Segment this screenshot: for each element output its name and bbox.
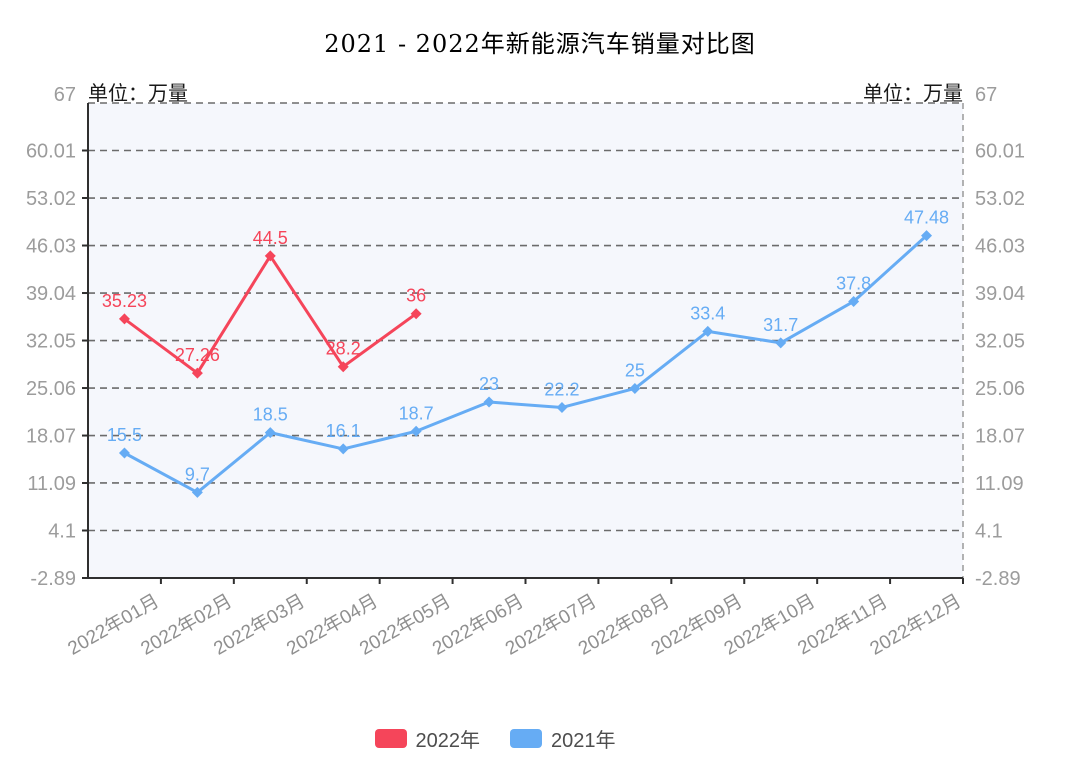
plot-root: 67 67 60.01 60.01 53.02 53.02 46.03 46.03 39.04 3… (26, 84, 1025, 660)
y-axis-label-right: 25.06 (975, 378, 1025, 400)
y-axis-label-left: 46.03 (26, 236, 76, 258)
data-point-marker[interactable] (191, 367, 203, 379)
data-point-marker[interactable] (337, 361, 349, 373)
data-point-label: 31.7 (763, 315, 798, 335)
y-axis-label-right: 18.07 (975, 426, 1025, 448)
legend-swatch-2022-icon (374, 729, 407, 748)
y-axis-label-left: 11.09 (27, 473, 76, 495)
y-axis-label-left: 4.1 (48, 520, 76, 542)
data-point-marker[interactable] (118, 313, 130, 325)
y-axis-label-left: 53.02 (26, 188, 76, 210)
y-axis-label-right: 53.02 (975, 188, 1025, 210)
data-point-label: 18.7 (399, 403, 434, 423)
y-axis-label-right: 11.09 (975, 473, 1024, 495)
data-point-label: 9.7 (185, 464, 210, 484)
y-axis-label-right: 67 (975, 84, 997, 106)
legend-item-2021[interactable]: 2021年 (510, 724, 616, 753)
data-point-marker[interactable] (118, 447, 130, 459)
y-axis-label-right: 32.05 (975, 331, 1025, 353)
data-point-label: 44.5 (253, 228, 288, 248)
chart-title: 2021 - 2022年新能源汽车销量对比图 (324, 30, 756, 58)
data-point-label: 15.5 (107, 425, 142, 445)
legend-item-2022[interactable]: 2022年 (374, 724, 481, 753)
y-axis-label-left: 25.06 (26, 378, 76, 400)
legend-swatch-2021-icon (510, 729, 542, 748)
data-point-label: 22.2 (544, 379, 579, 399)
unit-label-right: 单位：万量 (863, 82, 963, 105)
data-point-marker[interactable] (775, 337, 787, 349)
data-point-label: 25 (625, 360, 645, 380)
y-axis-label-left: -2.89 (30, 568, 76, 590)
data-point-label: 33.4 (690, 303, 725, 323)
y-axis-label-right: -2.89 (975, 568, 1021, 590)
unit-label-left: 单位：万量 (88, 82, 188, 105)
data-point-marker[interactable] (337, 443, 349, 455)
y-axis-label-left: 39.04 (26, 283, 76, 305)
data-point-marker[interactable] (410, 425, 422, 437)
y-axis-label-right: 39.04 (975, 283, 1025, 305)
data-point-label: 36 (406, 286, 426, 306)
y-axis-label-left: 18.07 (26, 426, 76, 448)
y-axis-label-right: 46.03 (975, 236, 1025, 258)
data-point-label: 16.1 (326, 421, 361, 441)
legend-label-2021: 2021年 (551, 730, 616, 752)
data-point-marker[interactable] (921, 230, 933, 242)
data-point-marker[interactable] (848, 295, 860, 307)
data-point-label: 37.8 (836, 273, 871, 293)
data-point-marker[interactable] (629, 382, 641, 394)
y-axis-label-right: 4.1 (975, 520, 1003, 542)
series-line-2021年 (122, 234, 929, 494)
data-point-label: 28.2 (326, 339, 361, 359)
legend-label-2022: 2022年 (415, 730, 481, 752)
data-point-label: 18.5 (253, 405, 288, 425)
data-point-label: 47.48 (904, 208, 949, 228)
data-point-marker[interactable] (410, 308, 422, 320)
sales-comparison-line-chart: 单位：万量 单位：万量 67 67 60.01 60.01 53.02 53.02 46.0… (26, 82, 1025, 660)
data-point-marker[interactable] (191, 486, 203, 498)
data-point-marker[interactable] (264, 427, 276, 439)
y-axis-label-left: 32.05 (26, 331, 76, 353)
y-axis-label-left: 67 (54, 84, 76, 106)
data-point-marker[interactable] (556, 401, 568, 413)
data-point-label: 35.23 (102, 291, 147, 311)
y-axis-label-right: 60.01 (975, 141, 1025, 163)
data-point-label: 27.26 (175, 345, 220, 365)
data-point-marker[interactable] (264, 250, 276, 262)
legend: 2022年 2021年 (0, 724, 1080, 753)
data-point-label: 23 (479, 374, 499, 394)
y-axis-label-left: 60.01 (26, 141, 76, 163)
data-point-marker[interactable] (483, 396, 495, 408)
data-point-marker[interactable] (702, 325, 714, 337)
